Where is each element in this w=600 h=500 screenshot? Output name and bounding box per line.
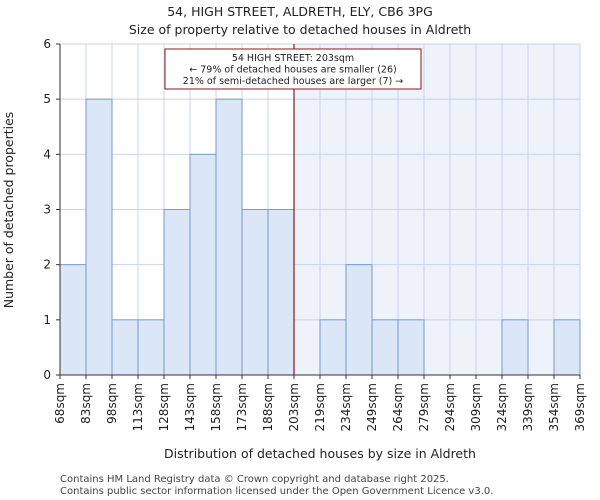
x-tick-label: 158sqm bbox=[209, 383, 223, 431]
bar bbox=[345, 264, 373, 376]
x-tick-label: 369sqm bbox=[573, 383, 587, 431]
annotation-line: 21% of semi-detached houses are larger (… bbox=[183, 76, 403, 87]
y-tick-label: 4 bbox=[43, 147, 51, 161]
bar bbox=[215, 98, 243, 376]
footer-line-2: Contains public sector information licen… bbox=[60, 486, 493, 497]
x-tick-label: 219sqm bbox=[313, 383, 327, 431]
x-tick-label: 279sqm bbox=[417, 383, 431, 431]
axes-group bbox=[59, 44, 580, 376]
x-tick-label: 234sqm bbox=[339, 383, 353, 431]
x-axis-label: Distribution of detached houses by size … bbox=[164, 446, 476, 461]
y-axis-ticks: 0 1 2 3 4 5 6 bbox=[43, 37, 60, 382]
x-tick-label: 249sqm bbox=[365, 383, 379, 431]
x-tick-label: 339sqm bbox=[521, 383, 535, 431]
x-tick-label: 98sqm bbox=[105, 383, 119, 424]
bar bbox=[111, 319, 139, 376]
y-tick-label: 3 bbox=[43, 203, 51, 217]
bar bbox=[189, 153, 217, 376]
x-tick-label: 173sqm bbox=[235, 383, 249, 431]
x-tick-label: 309sqm bbox=[469, 383, 483, 431]
x-axis-ticks: 68sqm 83sqm 98sqm 113sqm 128sqm 143sqm 158sqm 1… bbox=[53, 375, 587, 431]
x-tick-label: 188sqm bbox=[261, 383, 275, 431]
y-tick-label: 1 bbox=[43, 313, 51, 327]
y-tick-label: 2 bbox=[43, 258, 51, 272]
x-tick-label: 203sqm bbox=[287, 383, 301, 431]
marker-group: 54 HIGH STREET: 203sqm← 79% of detached … bbox=[164, 44, 422, 375]
bar bbox=[85, 98, 113, 376]
bar bbox=[553, 319, 581, 376]
x-tick-label: 324sqm bbox=[495, 383, 509, 431]
bar bbox=[371, 319, 399, 376]
bar bbox=[397, 319, 425, 376]
bar bbox=[501, 319, 529, 376]
bars-group bbox=[59, 98, 581, 376]
y-tick-label: 0 bbox=[43, 368, 51, 382]
x-tick-label: 143sqm bbox=[183, 383, 197, 431]
annotation-box bbox=[164, 48, 422, 90]
bar bbox=[59, 264, 87, 376]
bar bbox=[319, 319, 347, 376]
bar bbox=[267, 209, 295, 376]
x-tick-label: 113sqm bbox=[131, 383, 145, 431]
annotation-line: 54 HIGH STREET: 203sqm bbox=[232, 53, 354, 64]
x-tick-label: 68sqm bbox=[53, 383, 67, 424]
chart-title: 54, HIGH STREET, ALDRETH, ELY, CB6 3PG bbox=[167, 4, 433, 19]
y-axis-label: Number of detached properties bbox=[1, 112, 16, 309]
x-tick-label: 294sqm bbox=[443, 383, 457, 431]
chart-subtitle: Size of property relative to detached ho… bbox=[129, 22, 471, 37]
bar bbox=[241, 209, 269, 376]
x-tick-label: 354sqm bbox=[547, 383, 561, 431]
x-tick-label: 83sqm bbox=[79, 383, 93, 424]
bar bbox=[163, 209, 191, 376]
annotation-line: ← 79% of detached houses are smaller (26… bbox=[189, 65, 396, 76]
x-tick-label: 264sqm bbox=[391, 383, 405, 431]
bar bbox=[137, 319, 165, 376]
x-tick-label: 128sqm bbox=[157, 383, 171, 431]
y-tick-label: 6 bbox=[43, 37, 51, 51]
footer-line-1: Contains HM Land Registry data © Crown c… bbox=[60, 474, 449, 485]
y-tick-label: 5 bbox=[43, 92, 51, 106]
